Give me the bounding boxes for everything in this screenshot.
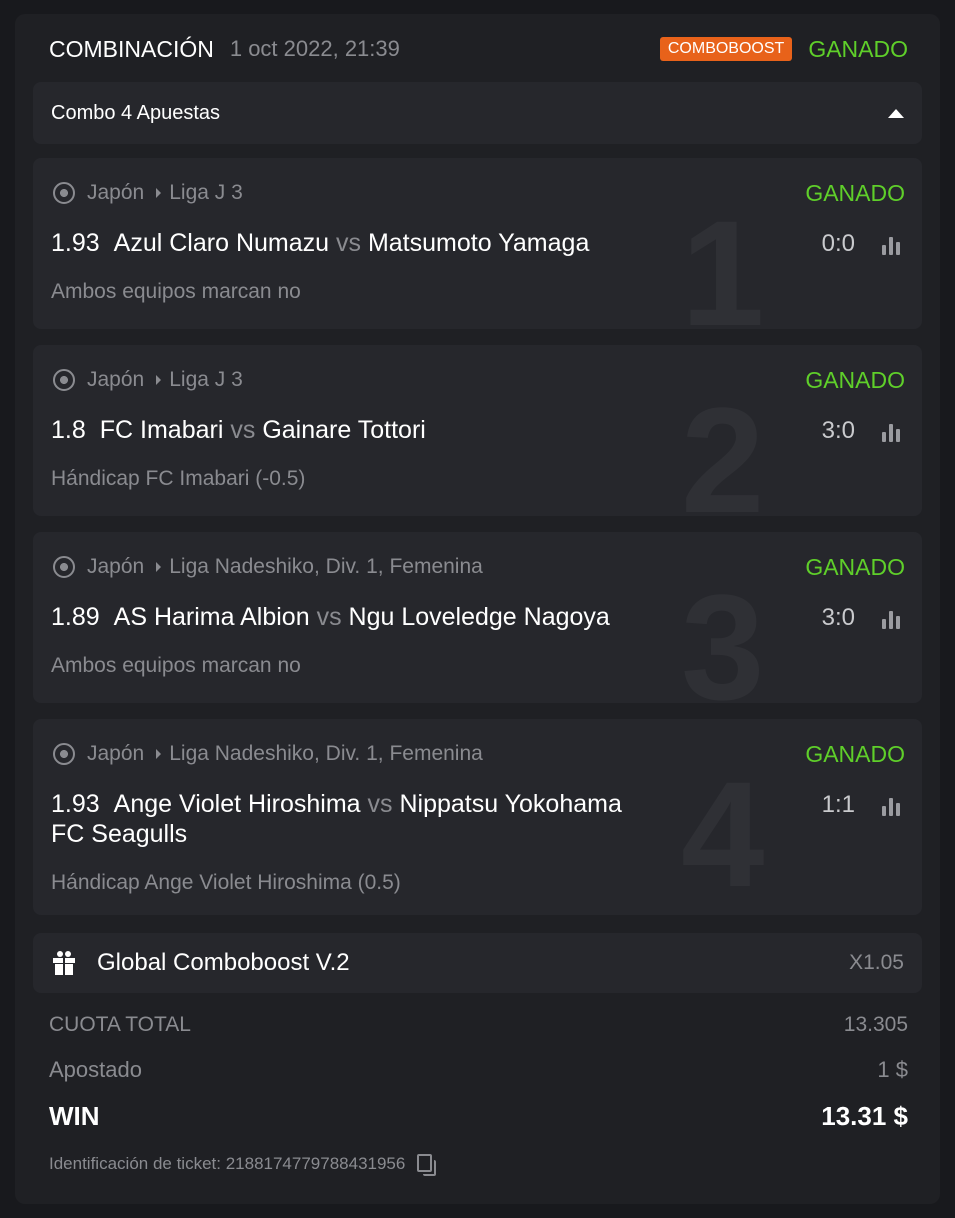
ticket-status: GANADO [808,35,908,62]
bet-number-watermark: 2 [681,376,765,516]
bet-market: Ambos equipos marcan no [51,280,301,303]
bet-item: 3 Japón Liga Nadeshiko, Div. 1, Femenina … [33,532,922,703]
stats-icon[interactable] [882,798,900,816]
away-team: Matsumoto Yamaga [367,229,590,257]
bet-odd: 1.8 [51,416,86,444]
total-odds-row: CUOTA TOTAL 13.305 [33,1013,922,1037]
comboboost-row: Global Comboboost V.2 X1.05 [33,933,922,993]
soccer-ball-icon [53,743,75,765]
soccer-ball-icon [53,182,75,204]
bet-status: GANADO [805,180,905,206]
ticket-header: COMBINACIÓN 1 oct 2022, 21:39 COMBOBOOST… [33,34,922,64]
bet-status: GANADO [805,741,905,767]
bet-league-name: Liga Nadeshiko, Div. 1, Femenina [169,555,483,578]
bet-number-watermark: 4 [681,750,765,915]
caret-right-icon [156,188,162,198]
caret-right-icon [156,375,162,385]
bet-match[interactable]: 1.93 Azul Claro Numazu vs Matsumoto Yamag… [51,228,661,258]
bet-status: GANADO [805,554,905,580]
home-team: Ange Violet Hiroshima [113,790,361,818]
caret-right-icon [156,749,162,759]
bet-odd: 1.93 [51,790,100,818]
combo-toggle[interactable]: Combo 4 Apuestas [33,82,922,144]
ticket-id-text: Identificación de ticket: 21881747797884… [49,1154,406,1173]
vs-label: vs [335,229,361,257]
away-team: Ngu Loveledge Nagoya [348,603,610,631]
match-score: 1:1 [821,791,855,818]
bet-list: 1 Japón Liga J 3 GANADO 1.93 Azul Claro Nu… [33,158,922,915]
ticket-id: Identificación de ticket: 21881747797884… [33,1154,922,1176]
vs-label: vs [316,603,342,631]
soccer-ball-icon [53,556,75,578]
combo-label: Combo 4 Apuestas [51,101,220,124]
bet-country: Japón [87,555,145,578]
total-odds-label: CUOTA TOTAL [49,1013,191,1036]
stake-value: 1 $ [877,1057,908,1082]
bet-market: Hándicap FC Imabari (-0.5) [51,467,306,490]
boost-label: Global Comboboost V.2 [97,949,350,976]
total-odds-value: 13.305 [843,1013,908,1036]
away-team: Gainare Tottori [262,416,426,444]
bet-league-name: Liga Nadeshiko, Div. 1, Femenina [169,742,483,765]
stake-label: Apostado [49,1057,142,1082]
bet-match[interactable]: 1.8 FC Imabari vs Gainare Tottori [51,415,661,445]
bet-type-title: COMBINACIÓN [49,35,214,62]
win-value: 13.31 $ [821,1101,908,1131]
boost-multiplier: X1.05 [849,951,904,974]
home-team: AS Harima Albion [113,603,310,631]
vs-label: vs [367,790,393,818]
bet-date: 1 oct 2022, 21:39 [229,36,400,61]
bet-league: Japón Liga Nadeshiko, Div. 1, Femenina [51,739,651,769]
copy-icon[interactable] [417,1154,437,1176]
bet-league: Japón Liga Nadeshiko, Div. 1, Femenina [51,552,651,582]
bet-market: Hándicap Ange Violet Hiroshima (0.5) [51,871,401,894]
bet-market: Ambos equipos marcan no [51,654,301,677]
stats-icon[interactable] [882,424,900,442]
comboboost-badge: COMBOBOOST [659,37,793,61]
bet-item: 2 Japón Liga J 3 GANADO 1.8 FC Imabari vs … [33,345,922,516]
bet-ticket-card: COMBINACIÓN 1 oct 2022, 21:39 COMBOBOOST… [15,14,940,1204]
bet-number-watermark: 3 [681,563,765,703]
stake-row: Apostado 1 $ [33,1057,922,1083]
gift-icon [53,951,75,975]
bet-item: 4 Japón Liga Nadeshiko, Div. 1, Femenina … [33,719,922,915]
bet-match[interactable]: 1.89 AS Harima Albion vs Ngu Loveledge Na… [51,602,661,632]
bet-league: Japón Liga J 3 [51,178,651,208]
bet-league-name: Liga J 3 [169,368,243,391]
soccer-ball-icon [53,369,75,391]
bet-country: Japón [87,742,145,765]
bet-odd: 1.93 [51,229,100,257]
win-row: WIN 13.31 $ [33,1101,922,1132]
bet-match[interactable]: 1.93 Ange Violet Hiroshima vs Nippatsu Yo… [51,789,661,849]
caret-right-icon [156,562,162,572]
stats-icon[interactable] [882,237,900,255]
match-score: 3:0 [821,417,855,444]
home-team: FC Imabari [99,416,224,444]
bet-odd: 1.89 [51,603,100,631]
match-score: 3:0 [821,604,855,631]
home-team: Azul Claro Numazu [113,229,330,257]
away-team: Nippatsu Yokohama FC Seagulls [51,790,622,848]
stats-icon[interactable] [882,611,900,629]
bet-league: Japón Liga J 3 [51,365,651,395]
bet-league-name: Liga J 3 [169,181,243,204]
match-score: 0:0 [821,230,855,257]
bet-number-watermark: 1 [681,189,765,329]
vs-label: vs [230,416,256,444]
bet-country: Japón [87,368,145,391]
caret-up-icon [888,108,904,118]
bet-status: GANADO [805,367,905,393]
bet-item: 1 Japón Liga J 3 GANADO 1.93 Azul Claro Nu… [33,158,922,329]
win-label: WIN [49,1101,100,1131]
bet-country: Japón [87,181,145,204]
